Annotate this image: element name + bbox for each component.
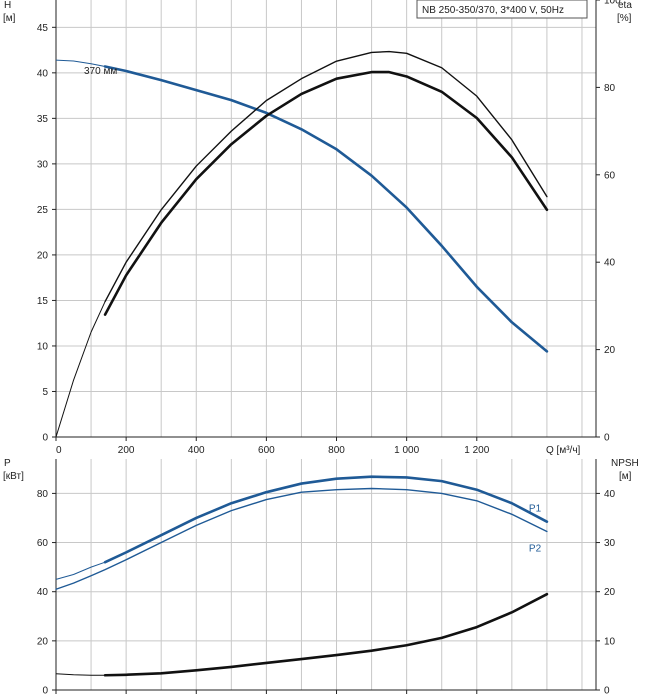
- top-left-tick-label: 20: [37, 250, 49, 261]
- top-x-tick-label: 400: [188, 445, 205, 456]
- top-left-tick-label: 5: [42, 387, 48, 398]
- eta-axis-unit: [%]: [617, 13, 632, 24]
- top-right-tick-label: 100: [604, 0, 621, 7]
- impeller-diameter-annotation: 370 мм: [84, 66, 117, 77]
- bottom-right-tick-label: 0: [604, 686, 610, 697]
- top-left-tick-label: 25: [37, 205, 49, 216]
- bottom-left-tick-label: 80: [37, 489, 49, 500]
- top-left-tick-label: 45: [37, 23, 49, 34]
- bottom-left-tick-label: 0: [42, 686, 48, 697]
- chart-title: NB 250-350/370, 3*400 V, 50Hz: [422, 5, 564, 16]
- bottom-curves: P1 P2: [55, 475, 549, 677]
- bottom-grid: [56, 459, 596, 690]
- top-left-tick-label: 30: [37, 159, 49, 170]
- top-right-tick-label: 40: [604, 258, 616, 269]
- npsh-axis-unit: [м]: [619, 471, 632, 482]
- top-head-line: [103, 65, 549, 353]
- bottom-left-tick-label: 40: [37, 587, 49, 598]
- bottom-right-tick-label: 40: [604, 489, 616, 500]
- bottom-series-P1-line: [103, 475, 549, 564]
- power-axis-unit: [кВт]: [3, 471, 24, 482]
- top-left-tick-label: 0: [42, 433, 48, 444]
- top-right-tick-label: 60: [604, 170, 616, 181]
- power-axis-label: P: [4, 458, 11, 469]
- bottom-npsh-line: [103, 592, 549, 677]
- bottom-series-P2-line: [55, 487, 548, 590]
- series-label-p2: P2: [529, 543, 542, 554]
- bottom-left-tick-label: 60: [37, 538, 49, 549]
- title-box: [416, 0, 588, 19]
- top-left-tick-label: 15: [37, 296, 49, 307]
- npsh-axis-label: NPSH: [611, 458, 639, 469]
- top-eta-1-line: [104, 50, 548, 303]
- top-right-tick-label: 20: [604, 345, 616, 356]
- head-axis-unit: [м]: [3, 13, 16, 24]
- top-x-tick-label: 1 200: [464, 445, 489, 456]
- bottom-series-P1-extension-line: [55, 561, 106, 580]
- top-head-extension-line: [55, 59, 106, 67]
- flow-axis-label: Q [м³/ч]: [546, 445, 581, 456]
- head-axis-label: H: [4, 0, 11, 11]
- top-curves: [55, 50, 549, 438]
- head-efficiency-panel: 0 5 10 15 20 25 30 35 40 45 0 20 40 60 80 100 0 200 400 600…: [3, 0, 632, 456]
- top-right-tick-label: 80: [604, 83, 616, 94]
- top-right-tick-label: 0: [604, 433, 610, 444]
- top-left-tick-label: 10: [37, 341, 49, 352]
- top-x-tick-label: 0: [56, 445, 62, 456]
- top-x-tick-label: 800: [328, 445, 345, 456]
- bottom-ticks: 0 20 40 60 80 0 10 20 30 40: [37, 459, 616, 697]
- top-ticks: 0 5 10 15 20 25 30 35 40 45 0 20 40 60 80 100 0 200 400 600…: [37, 0, 621, 456]
- top-x-tick-label: 200: [118, 445, 135, 456]
- top-x-tick-label: 1 000: [394, 445, 419, 456]
- bottom-npsh-extension-line: [55, 673, 106, 676]
- top-left-tick-label: 40: [37, 68, 49, 79]
- series-label-p1: P1: [529, 504, 542, 515]
- top-eta-1-extension-line: [55, 301, 106, 438]
- bottom-left-tick-label: 20: [37, 636, 49, 647]
- top-eta-2-line: [103, 70, 549, 316]
- power-npsh-panel: 0 20 40 60 80 0 10 20 30 40 P1 P2 P [кВт] NPSH [м]: [3, 458, 639, 697]
- top-left-tick-label: 35: [37, 114, 49, 125]
- eta-axis-label: eta: [618, 0, 632, 11]
- bottom-right-tick-label: 30: [604, 538, 616, 549]
- bottom-right-tick-label: 10: [604, 636, 616, 647]
- top-grid: [56, 0, 596, 437]
- bottom-right-tick-label: 20: [604, 587, 616, 598]
- top-x-tick-label: 600: [258, 445, 275, 456]
